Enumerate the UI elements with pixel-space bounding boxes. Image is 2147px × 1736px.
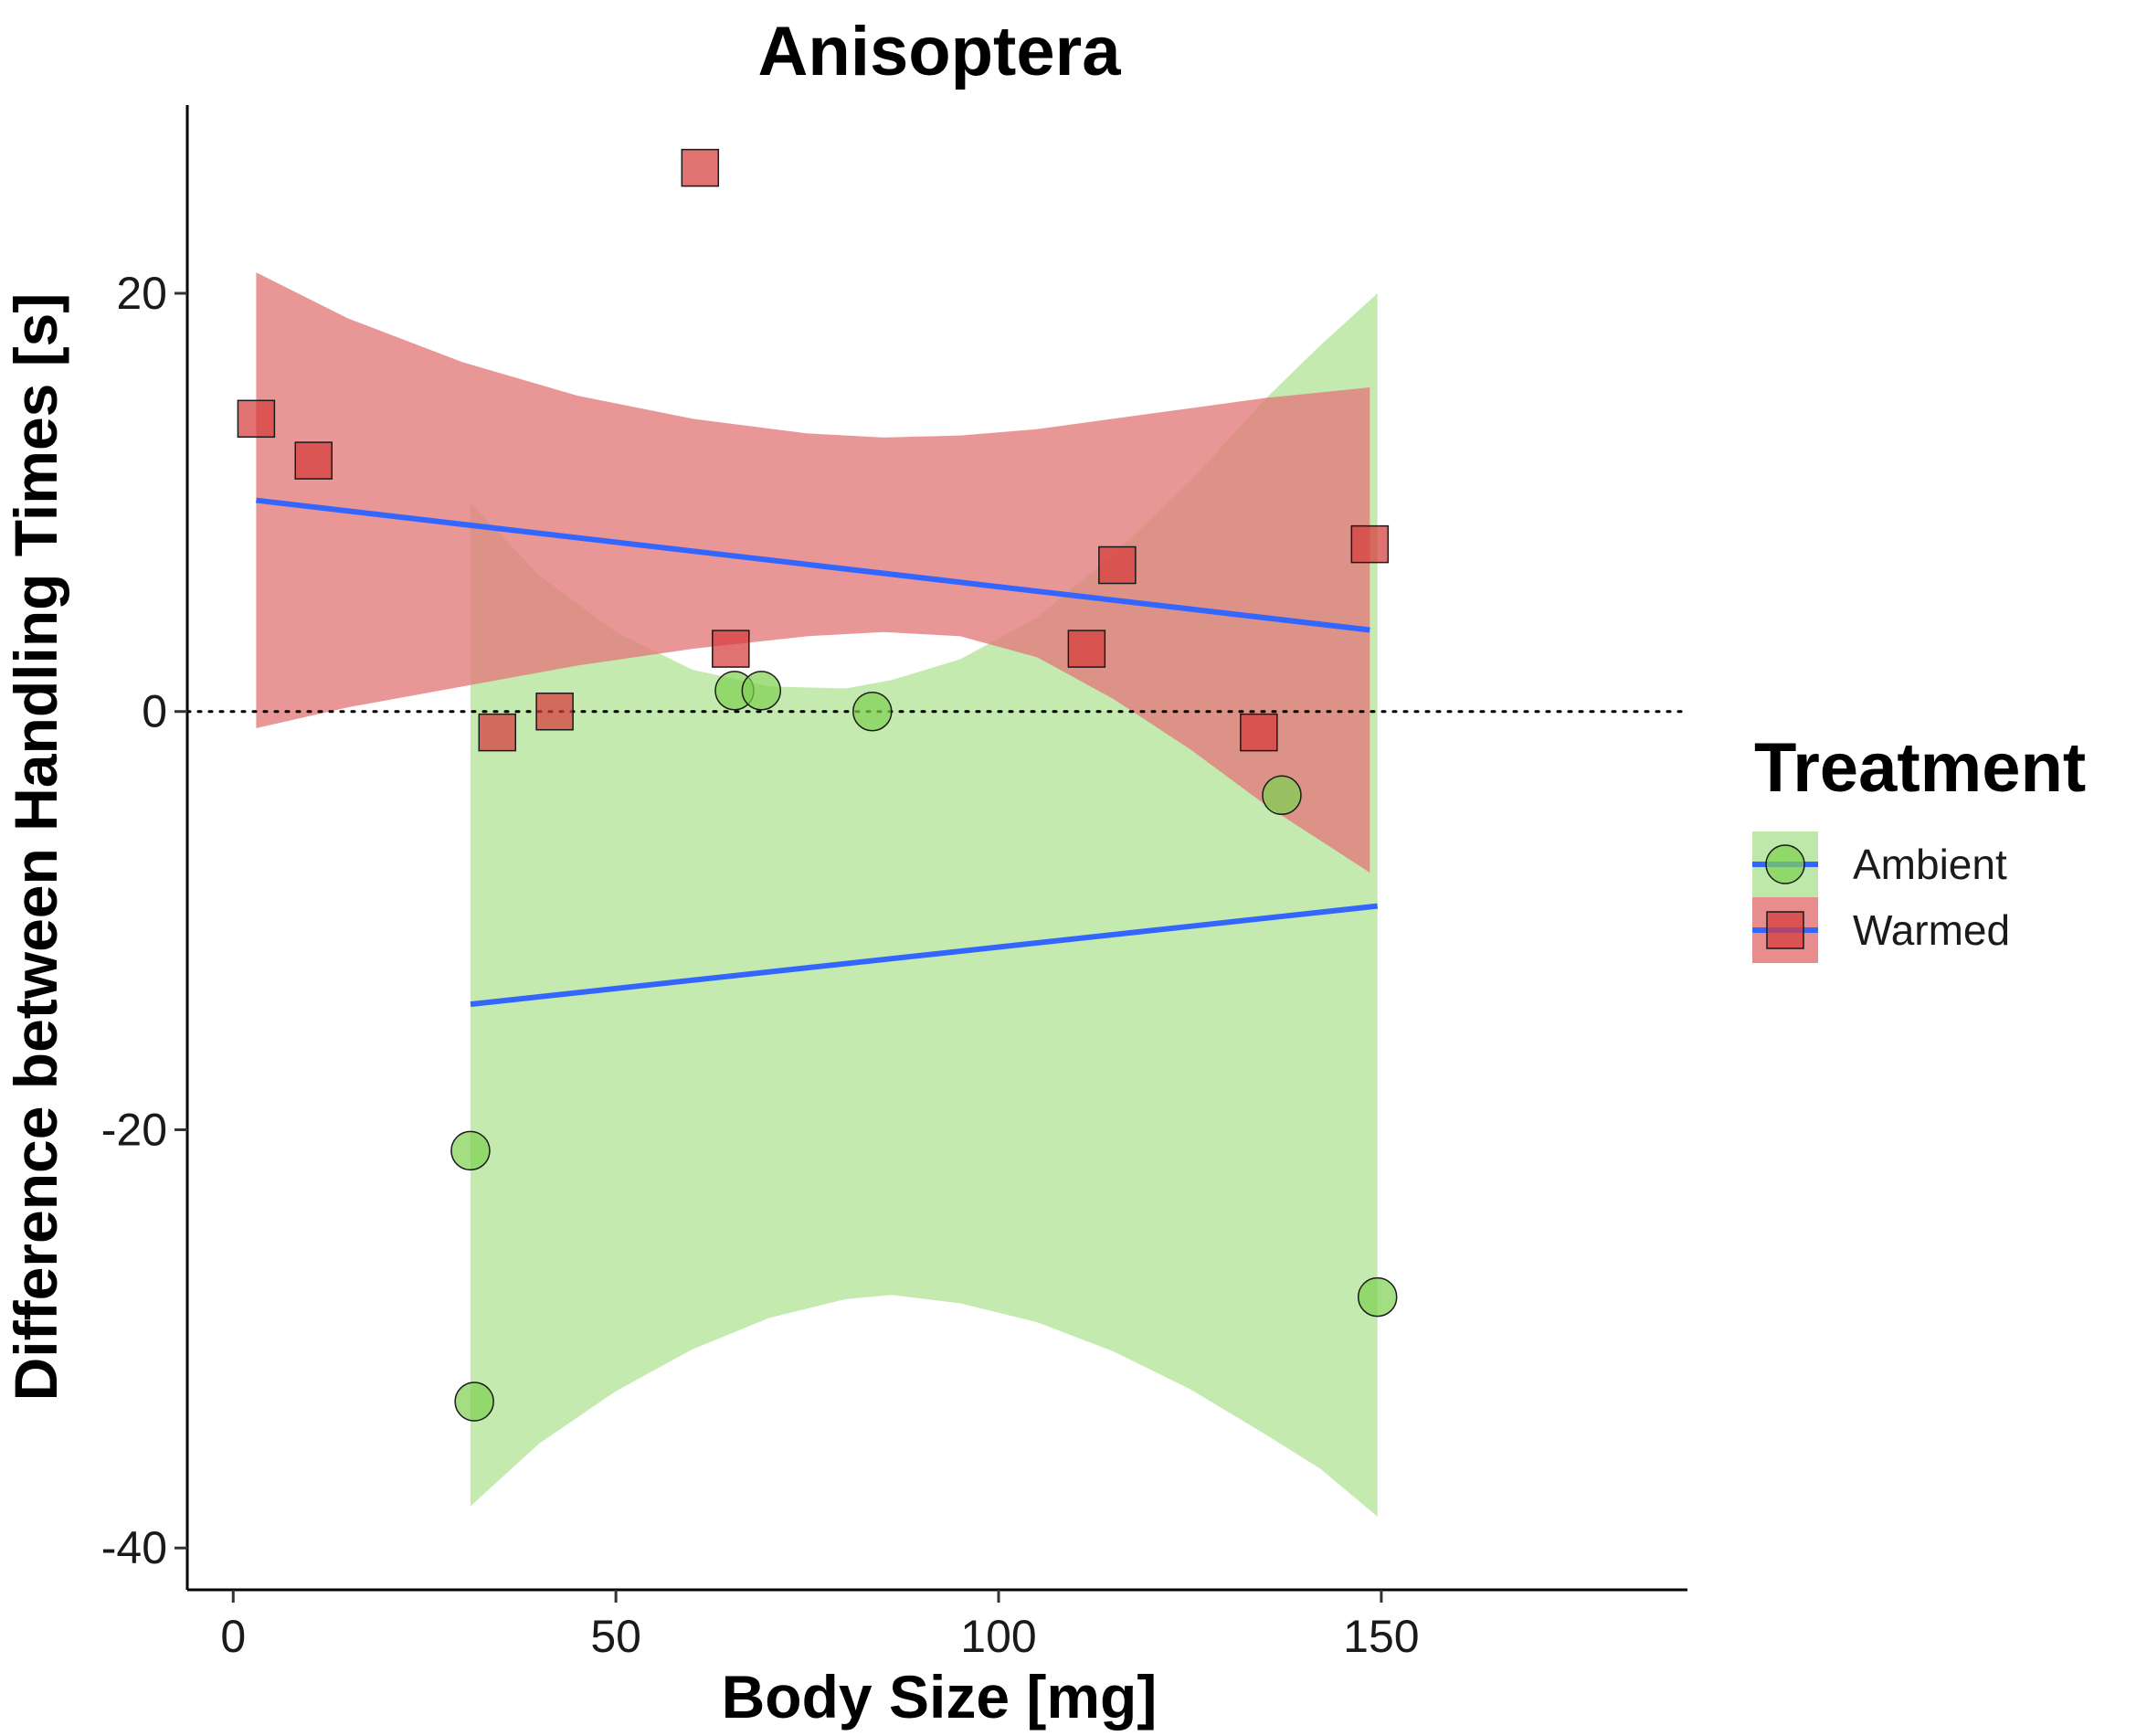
- legend-item-ambient: Ambient: [1752, 831, 2007, 897]
- x-tick-label: 50: [590, 1611, 641, 1662]
- point-ambient: [454, 1381, 494, 1422]
- legend-key-marker: [1766, 911, 1804, 949]
- ci-band-warmed: [256, 272, 1370, 873]
- legend-label: Ambient: [1853, 841, 2007, 888]
- x-axis-title: Body Size [mg]: [722, 1663, 1158, 1731]
- y-axis-title: Difference between Handling Times [s]: [2, 293, 69, 1402]
- y-tick-label: 0: [142, 686, 167, 737]
- legend-key-marker: [1765, 844, 1805, 884]
- point-ambient: [852, 691, 893, 732]
- point-ambient: [1357, 1276, 1398, 1318]
- fit-lines: [256, 497, 1379, 1008]
- point-warmed: [681, 148, 720, 187]
- point-ambient: [1262, 775, 1302, 816]
- data-points: [237, 148, 1398, 1422]
- point-warmed: [237, 399, 276, 439]
- legend-title: Treatment: [1754, 729, 2086, 807]
- legend: Treatment Ambient Warmed: [1752, 729, 2086, 963]
- y-tick-label: -40: [101, 1522, 167, 1573]
- point-warmed: [1098, 545, 1137, 585]
- x-tick-label: 100: [960, 1611, 1036, 1662]
- legend-items: Ambient Warmed: [1752, 831, 2010, 963]
- point-warmed: [1067, 630, 1106, 668]
- fit-line-ambient: [470, 903, 1379, 1008]
- point-warmed: [712, 630, 750, 668]
- y-tick-label: 20: [116, 268, 167, 319]
- y-ticks: -40 -20 0 20: [101, 268, 187, 1573]
- point-ambient: [741, 671, 782, 711]
- chart-title: Anisoptera: [758, 13, 1122, 90]
- point-warmed: [478, 713, 517, 752]
- y-tick-label: -20: [101, 1104, 167, 1155]
- point-ambient: [450, 1130, 491, 1171]
- confidence-bands: [256, 272, 1378, 1517]
- x-tick-label: 150: [1343, 1611, 1419, 1662]
- axes: [185, 105, 1687, 1592]
- point-warmed: [1240, 713, 1278, 752]
- legend-item-warmed: Warmed: [1752, 897, 2010, 963]
- x-tick-label: 0: [220, 1611, 246, 1662]
- fit-line-warmed: [256, 497, 1370, 633]
- legend-label: Warmed: [1853, 906, 2010, 954]
- point-warmed: [535, 692, 574, 731]
- point-warmed: [294, 441, 333, 480]
- x-ticks: 0 50 100 150: [220, 1590, 1420, 1662]
- point-warmed: [1350, 524, 1390, 564]
